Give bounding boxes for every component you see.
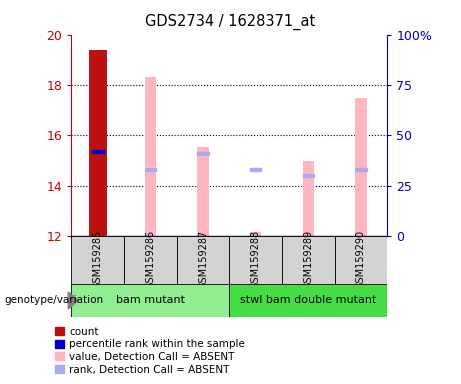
Bar — [302, 174, 314, 177]
Bar — [250, 168, 261, 171]
Bar — [145, 168, 156, 171]
Text: GSM159287: GSM159287 — [198, 230, 208, 289]
Bar — [302, 161, 314, 236]
Text: GSM159289: GSM159289 — [303, 230, 313, 289]
Text: stwl bam double mutant: stwl bam double mutant — [240, 295, 377, 306]
Bar — [282, 236, 335, 284]
Bar — [177, 236, 229, 284]
Text: GSM159290: GSM159290 — [356, 230, 366, 289]
Bar — [71, 236, 124, 284]
Bar — [335, 236, 387, 284]
Bar — [230, 236, 282, 284]
Bar — [71, 284, 230, 317]
Bar — [197, 147, 209, 236]
Bar — [145, 78, 156, 236]
Text: genotype/variation: genotype/variation — [5, 295, 104, 306]
Bar — [124, 236, 177, 284]
Text: GSM159285: GSM159285 — [93, 230, 103, 289]
Bar — [230, 284, 387, 317]
Bar — [197, 152, 209, 155]
Bar — [250, 232, 261, 236]
Legend: count, percentile rank within the sample, value, Detection Call = ABSENT, rank, : count, percentile rank within the sample… — [53, 326, 246, 376]
Bar — [89, 50, 107, 236]
Text: bam mutant: bam mutant — [116, 295, 185, 306]
Text: GDS2734 / 1628371_at: GDS2734 / 1628371_at — [145, 13, 316, 30]
Bar — [92, 150, 104, 153]
Bar — [355, 168, 366, 171]
Polygon shape — [68, 292, 78, 309]
Text: GSM159288: GSM159288 — [251, 230, 260, 289]
Text: GSM159286: GSM159286 — [145, 230, 155, 289]
Bar — [355, 98, 366, 236]
